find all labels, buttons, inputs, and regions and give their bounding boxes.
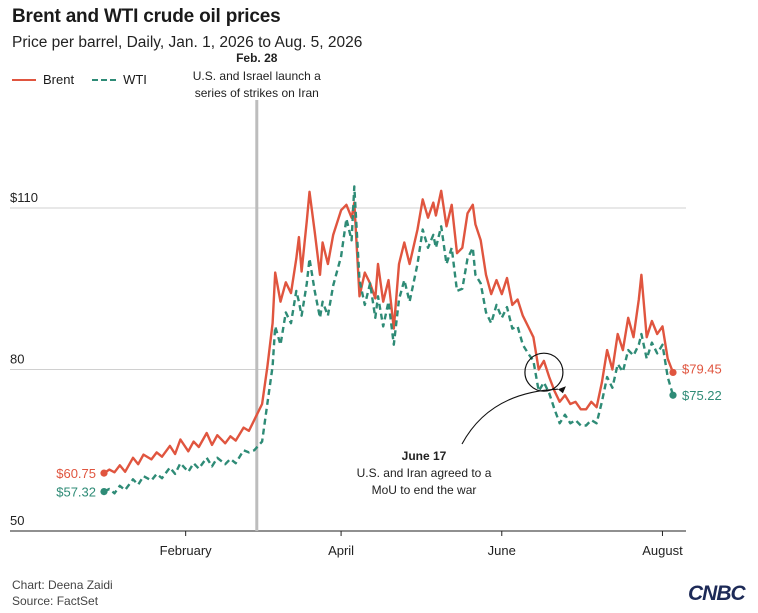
y-tick-label: 50 <box>10 513 24 528</box>
legend-label-wti: WTI <box>123 72 147 87</box>
chart-subtitle: Price per barrel, Daily, Jan. 1, 2026 to… <box>12 34 363 51</box>
annotation-circle <box>524 352 564 392</box>
annotation-text: MoU to end the war <box>372 483 477 497</box>
x-tick-label: August <box>642 543 683 558</box>
legend-item-brent: Brent <box>12 72 74 87</box>
x-tick-label: April <box>328 543 354 558</box>
x-tick-label: June <box>488 543 516 558</box>
legend-swatch-brent <box>12 78 36 81</box>
series-line-brent <box>102 189 675 475</box>
start-point-wti <box>100 487 108 496</box>
annotation-text: U.S. and Israel launch a <box>193 69 321 83</box>
annotation-arrow <box>461 388 558 445</box>
x-tick-label: February <box>160 543 213 558</box>
chart-title: Brent and WTI crude oil prices <box>12 6 281 27</box>
end-point-brent <box>669 368 677 377</box>
legend-item-wti: WTI <box>92 72 147 87</box>
legend-label-brent: Brent <box>43 72 75 87</box>
end-point-wti <box>669 391 677 399</box>
cnbc-logo: CNBC <box>688 582 746 605</box>
annotation-text: U.S. and Iran agreed to a <box>357 466 492 480</box>
annotation-heading: June 17 <box>402 449 447 463</box>
y-tick-label: $110 <box>10 190 38 205</box>
annotation-text: series of strikes on Iran <box>195 86 319 100</box>
y-tick-label: 80 <box>10 352 24 367</box>
end-label-wti: $75.22 <box>682 388 722 403</box>
annotation-arrowhead <box>557 386 566 394</box>
end-label-brent: $79.45 <box>682 361 722 376</box>
chart-source: Source: FactSet <box>12 594 99 608</box>
start-label-wti: $57.32 <box>56 485 96 500</box>
series-line-wti <box>103 185 675 495</box>
legend: Brent WTI <box>12 72 165 87</box>
annotation-heading: Feb. 28 <box>236 51 278 65</box>
chart-credit: Chart: Deena Zaidi <box>12 578 113 592</box>
start-point-brent <box>100 469 108 477</box>
start-label-brent: $60.75 <box>56 466 96 481</box>
legend-swatch-wti <box>92 78 117 81</box>
